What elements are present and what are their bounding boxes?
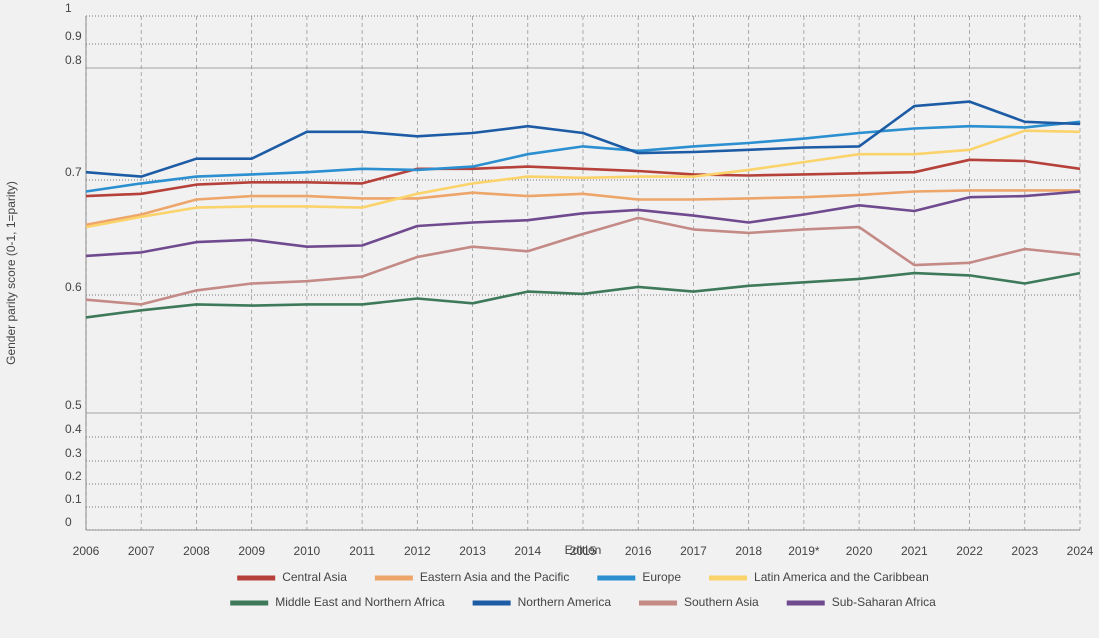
legend-label: Latin America and the Caribbean	[754, 570, 929, 584]
legend-row: Middle East and Northern Africa Northern …	[230, 595, 936, 609]
series-line	[85, 190, 1081, 258]
y-tick-label: 0.7	[65, 165, 82, 179]
legend-label: Northern America	[518, 595, 612, 609]
x-tick-label: 2009	[238, 544, 265, 558]
legend-label: Central Asia	[282, 570, 347, 584]
x-tick-label: 2011	[349, 544, 375, 558]
x-tick-label: 2023	[1011, 544, 1038, 558]
legend-label: Eastern Asia and the Pacific	[420, 570, 569, 584]
y-tick-label: 0.4	[65, 422, 82, 436]
x-tick-label: 2020	[846, 544, 873, 558]
x-tick-label: 2012	[404, 544, 431, 558]
x-tick-label: 2021	[901, 544, 928, 558]
x-tick-label: 2019*	[788, 544, 820, 558]
series-line	[85, 100, 1081, 178]
legend-label: Sub-Saharan Africa	[832, 595, 936, 609]
series-line	[85, 189, 1080, 227]
series-line	[85, 271, 1081, 319]
legend-swatch	[374, 575, 413, 581]
x-axis-label: Edition	[565, 543, 602, 557]
legend-label: Southern Asia	[684, 595, 759, 609]
x-tick-label: 2010	[294, 544, 321, 558]
series-line	[85, 216, 1081, 306]
x-tick-label: 2013	[459, 544, 486, 558]
legend-swatch	[709, 575, 748, 581]
legend-row: Central Asia Eastern Asia and the Pacific…	[237, 570, 929, 584]
y-tick-label: 0	[65, 515, 72, 529]
legend-swatch	[786, 600, 825, 606]
y-tick-label: 1	[65, 1, 72, 15]
y-tick-label: 0.8	[65, 53, 82, 67]
y-tick-label: 0.2	[65, 469, 82, 483]
y-axis-label: Gender parity score (0-1, 1=parity)	[4, 181, 18, 365]
series-line	[85, 120, 1081, 193]
legend-label: Middle East and Northern Africa	[275, 595, 445, 609]
legend-swatch	[597, 575, 636, 581]
x-tick-label: 2014	[514, 544, 541, 558]
x-tick-label: 2008	[183, 544, 210, 558]
series-line	[85, 129, 1081, 229]
x-tick-label: 2017	[680, 544, 707, 558]
x-tick-label: 2006	[73, 544, 100, 558]
legend-label: Europe	[642, 570, 681, 584]
y-tick-label: 0.3	[65, 446, 82, 460]
x-tick-label: 2015	[570, 544, 597, 558]
x-tick-label: 2024	[1067, 544, 1094, 558]
legend-swatch	[639, 600, 678, 606]
y-tick-label: 0.5	[65, 398, 82, 412]
x-tick-label: 2007	[128, 544, 155, 558]
y-tick-label: 0.6	[65, 280, 82, 294]
x-tick-label: 2018	[735, 544, 762, 558]
legend-swatch	[237, 575, 276, 581]
legend-swatch	[472, 600, 511, 606]
legend-swatch	[230, 600, 269, 606]
y-tick-label: 0.1	[65, 492, 82, 506]
x-tick-label: 2022	[956, 544, 983, 558]
y-tick-label: 0.9	[65, 29, 82, 43]
x-tick-label: 2016	[625, 544, 652, 558]
series-line	[85, 158, 1081, 198]
